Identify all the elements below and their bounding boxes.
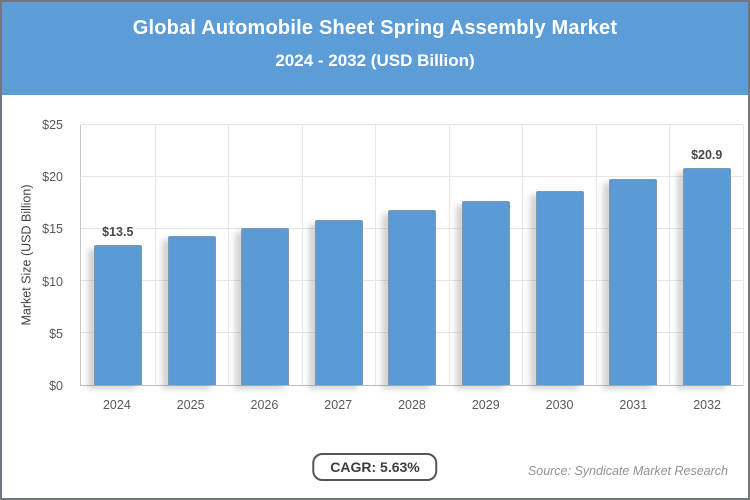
bar-value-label-2024: $13.5: [102, 224, 134, 239]
h-gridline: [81, 176, 743, 177]
y-tick-label: $5: [49, 326, 63, 341]
bar-column-2032: $20.9: [669, 125, 743, 385]
y-tick-label: $0: [49, 379, 63, 393]
h-gridline: [81, 124, 743, 125]
bar-column-2026: [228, 125, 302, 385]
x-axis-tick-labels: 2024 2025 2026 2027 2028 2029 2030 2031 2032: [80, 395, 744, 415]
chart-header: Global Automobile Sheet Spring Assembly …: [2, 2, 748, 95]
bar-column-2024: $13.5: [81, 125, 155, 385]
y-tick-label: $15: [42, 222, 63, 237]
bar-2031: [609, 179, 658, 385]
bar-2030: [535, 190, 584, 385]
x-tick-label-2028: 2028: [398, 398, 426, 412]
x-tick-label-2025: 2025: [176, 398, 205, 412]
bar-column-2029: [448, 125, 523, 385]
x-tick-label-2026: 2026: [250, 398, 279, 412]
bar-2028: [388, 210, 437, 385]
bar-2027: [314, 219, 363, 385]
bar-column-2030: [522, 125, 596, 385]
bar-value-label-2032: $20.9: [691, 147, 723, 162]
bar-2032: [682, 167, 731, 385]
chart-subtitle: 2024 - 2032 (USD Billion): [275, 51, 475, 70]
x-tick-label-2027: 2027: [324, 398, 353, 412]
bar-column-2031: [595, 125, 670, 385]
bar-2024: [93, 244, 142, 385]
bar-2025: [167, 236, 216, 385]
y-tick-label: $25: [42, 118, 63, 132]
x-tick-label-2029: 2029: [471, 398, 500, 412]
bar-2026: [241, 227, 290, 385]
bar-column-2028: [375, 125, 449, 385]
y-tick-label: $10: [42, 274, 63, 289]
source-attribution: Source: Syndicate Market Research: [527, 464, 728, 478]
x-tick-label-2030: 2030: [545, 398, 574, 412]
x-tick-label-2031: 2031: [619, 398, 648, 412]
chart-title: Global Automobile Sheet Spring Assembly …: [132, 17, 618, 39]
y-axis-tick-labels: $0 $5 $10 $15 $20 $25: [2, 118, 72, 393]
bar-2029: [462, 200, 511, 385]
plot-area: $13.5 $20.9: [80, 124, 744, 386]
bar-column-2027: [301, 125, 376, 385]
x-tick-label-2024: 2024: [102, 398, 131, 412]
chart-region: Market Size (USD Billion) $0 $5 $10 $15 $20 $…: [2, 95, 748, 447]
cagr-badge: CAGR: 5.63%: [312, 453, 438, 481]
bar-column-2025: [154, 125, 229, 385]
x-tick-label-2032: 2032: [693, 398, 721, 412]
y-tick-label: $20: [42, 170, 63, 185]
